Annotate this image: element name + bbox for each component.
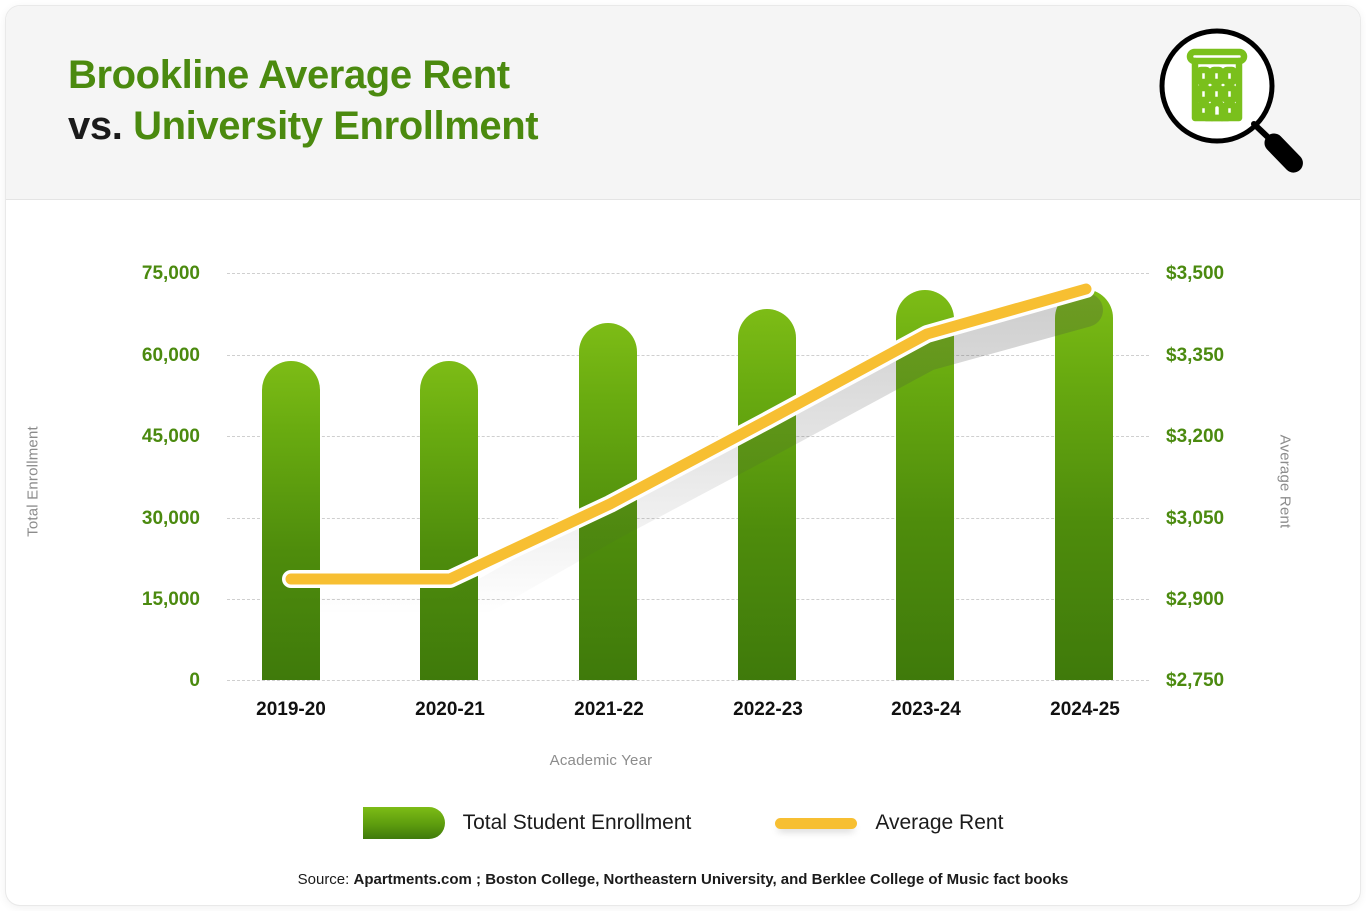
y-axis-label-right: Average Rent [1276, 434, 1294, 529]
legend-label-rent: Average Rent [875, 811, 1004, 834]
gridline [227, 518, 1149, 519]
bar-2022-23[interactable] [738, 309, 796, 680]
y-axis-tick-left: 75,000 [141, 263, 200, 284]
y-axis-tick-right: $2,750 [1166, 670, 1225, 691]
bar-2020-21[interactable] [420, 361, 478, 680]
legend-item-rent[interactable]: Average Rent [775, 811, 1003, 835]
x-axis-tick-2019-20: 2019-20 [256, 699, 326, 720]
title-line-1: Brookline Average Rent [68, 53, 510, 97]
source-note: Source: Apartments.com ; Boston College,… [6, 871, 1360, 888]
line-outline [282, 280, 1095, 588]
x-axis-tick-2021-22: 2021-22 [574, 699, 644, 720]
chart-legend: Total Student Enrollment Average Rent [6, 807, 1360, 839]
y-axis-tick-left: 15,000 [141, 589, 200, 610]
gridline [227, 436, 1149, 437]
source-text: Apartments.com ; Boston College, Northea… [353, 871, 1069, 888]
bar-2021-22[interactable] [579, 323, 637, 680]
title-vs-text: vs. [68, 104, 134, 148]
bar-2019-20[interactable] [262, 361, 320, 680]
y-axis-tick-right: $3,500 [1166, 263, 1225, 284]
header-band: Brookline Average Rent vs. University En… [6, 6, 1360, 200]
magnifying-glass-apartment-building-icon [1159, 28, 1303, 173]
average-rent-line-series [274, 280, 1103, 632]
gridline [227, 355, 1149, 356]
y-axis-tick-left: 60,000 [141, 345, 200, 366]
legend-line-swatch-icon [775, 817, 858, 829]
y-axis-tick-right: $2,900 [1166, 589, 1225, 610]
gridline [227, 599, 1149, 600]
y-axis-tick-right: $3,050 [1166, 508, 1225, 529]
legend-bar-swatch-icon [362, 807, 445, 839]
x-axis-tick-2022-23: 2022-23 [733, 699, 803, 720]
gridline [227, 273, 1149, 274]
y-axis-tick-right: $3,350 [1166, 345, 1225, 366]
bar-2024-25[interactable] [1055, 289, 1113, 680]
page-title: Brookline Average Rent vs. University En… [68, 50, 539, 152]
title-line-2: vs. University Enrollment [68, 101, 539, 152]
x-axis-tick-2023-24: 2023-24 [891, 699, 961, 720]
y-axis-tick-left: 30,000 [141, 508, 200, 529]
chart-card: Brookline Average Rent vs. University En… [6, 6, 1360, 905]
rent-line[interactable] [285, 283, 1092, 585]
chart-plot-area: 75,000 60,000 45,000 30,000 15,000 0 $3,… [6, 199, 1360, 905]
y-axis-label-left: Total Enrollment [24, 426, 42, 537]
title-highlight-text: University Enrollment [133, 104, 539, 148]
x-axis-tick-2020-21: 2020-21 [415, 699, 485, 720]
x-axis-tick-2024-25: 2024-25 [1050, 699, 1120, 720]
y-axis-tick-left: 45,000 [141, 426, 200, 447]
legend-item-enrollment[interactable]: Total Student Enrollment [362, 807, 692, 839]
y-axis-tick-right: $3,200 [1166, 426, 1225, 447]
x-axis-label: Academic Year [549, 752, 653, 769]
gridline [227, 680, 1149, 681]
legend-label-enrollment: Total Student Enrollment [462, 811, 692, 834]
y-axis-tick-left: 0 [189, 670, 200, 691]
source-prefix: Source: [297, 871, 354, 888]
bar-2023-24[interactable] [896, 290, 954, 680]
